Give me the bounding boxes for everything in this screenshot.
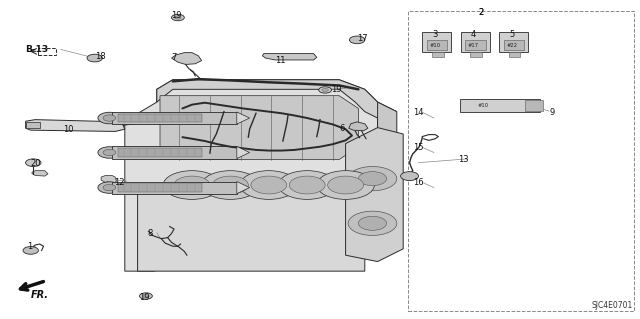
Text: 12: 12	[114, 178, 124, 187]
Text: 19: 19	[172, 11, 182, 20]
Polygon shape	[138, 185, 365, 271]
Circle shape	[98, 147, 121, 158]
Text: #10: #10	[429, 43, 441, 48]
FancyBboxPatch shape	[499, 32, 528, 52]
Text: 2: 2	[479, 8, 484, 17]
Text: #22: #22	[506, 43, 518, 48]
Text: 15: 15	[413, 143, 423, 152]
Circle shape	[163, 171, 221, 199]
Circle shape	[322, 88, 328, 92]
Bar	[112, 146, 237, 159]
Polygon shape	[349, 122, 368, 131]
Polygon shape	[160, 96, 358, 160]
Circle shape	[349, 36, 365, 44]
Polygon shape	[237, 146, 250, 159]
Circle shape	[172, 14, 184, 21]
Circle shape	[202, 171, 259, 199]
Bar	[38, 48, 56, 55]
Polygon shape	[237, 112, 250, 124]
Text: 7: 7	[172, 53, 177, 62]
Circle shape	[143, 294, 149, 298]
Circle shape	[174, 176, 210, 194]
Circle shape	[319, 87, 332, 93]
Circle shape	[358, 172, 387, 186]
Polygon shape	[157, 80, 397, 121]
Bar	[112, 182, 237, 194]
Circle shape	[348, 211, 397, 235]
Circle shape	[212, 176, 248, 194]
Polygon shape	[172, 53, 202, 64]
Text: 2: 2	[479, 8, 484, 17]
Text: 10: 10	[63, 125, 73, 134]
Circle shape	[103, 149, 116, 156]
FancyBboxPatch shape	[504, 40, 524, 50]
Text: 11: 11	[275, 56, 285, 65]
Text: #17: #17	[468, 43, 479, 48]
Text: #10: #10	[477, 103, 489, 108]
Bar	[408, 11, 634, 311]
Text: 17: 17	[357, 34, 368, 43]
Bar	[118, 183, 202, 192]
Text: 18: 18	[95, 52, 106, 61]
Polygon shape	[262, 54, 317, 60]
Circle shape	[26, 159, 41, 167]
Bar	[509, 52, 520, 57]
Text: 20: 20	[31, 159, 41, 168]
Circle shape	[358, 216, 387, 230]
Circle shape	[289, 176, 325, 194]
Polygon shape	[378, 102, 397, 217]
Text: 4: 4	[471, 30, 476, 39]
Circle shape	[175, 16, 181, 19]
Text: B-13: B-13	[26, 45, 49, 54]
Text: 8: 8	[147, 229, 152, 238]
Circle shape	[87, 54, 102, 62]
Polygon shape	[237, 182, 250, 194]
Polygon shape	[346, 128, 403, 262]
FancyBboxPatch shape	[460, 99, 540, 112]
Text: 5: 5	[509, 30, 515, 39]
FancyBboxPatch shape	[465, 40, 486, 50]
Polygon shape	[125, 80, 378, 271]
Text: 3: 3	[433, 30, 438, 39]
Circle shape	[23, 247, 38, 254]
Text: 6: 6	[339, 124, 344, 133]
Circle shape	[140, 293, 152, 299]
Text: 9: 9	[549, 108, 554, 117]
Circle shape	[278, 171, 336, 199]
Circle shape	[251, 176, 287, 194]
Polygon shape	[32, 171, 48, 176]
Circle shape	[103, 184, 116, 191]
Circle shape	[103, 115, 116, 121]
Text: 16: 16	[413, 178, 424, 187]
Circle shape	[401, 172, 419, 181]
Circle shape	[98, 182, 121, 193]
Bar	[118, 114, 202, 122]
Circle shape	[328, 176, 364, 194]
FancyBboxPatch shape	[422, 32, 451, 52]
Circle shape	[348, 167, 397, 191]
FancyBboxPatch shape	[461, 32, 490, 52]
Bar	[112, 112, 237, 124]
Bar	[118, 148, 202, 157]
Bar	[470, 52, 482, 57]
Bar	[26, 122, 40, 128]
Text: 19: 19	[332, 85, 342, 94]
Text: FR.: FR.	[31, 290, 49, 300]
Circle shape	[98, 112, 121, 124]
Circle shape	[240, 171, 298, 199]
Text: 1: 1	[27, 242, 32, 251]
FancyBboxPatch shape	[525, 100, 543, 111]
Bar	[432, 52, 444, 57]
FancyBboxPatch shape	[427, 40, 447, 50]
Circle shape	[317, 171, 374, 199]
Text: 14: 14	[413, 108, 423, 117]
Text: SJC4E0701: SJC4E0701	[591, 301, 632, 310]
Polygon shape	[101, 175, 116, 183]
Text: 19: 19	[140, 293, 150, 302]
Text: 13: 13	[458, 155, 469, 164]
Polygon shape	[26, 120, 125, 131]
